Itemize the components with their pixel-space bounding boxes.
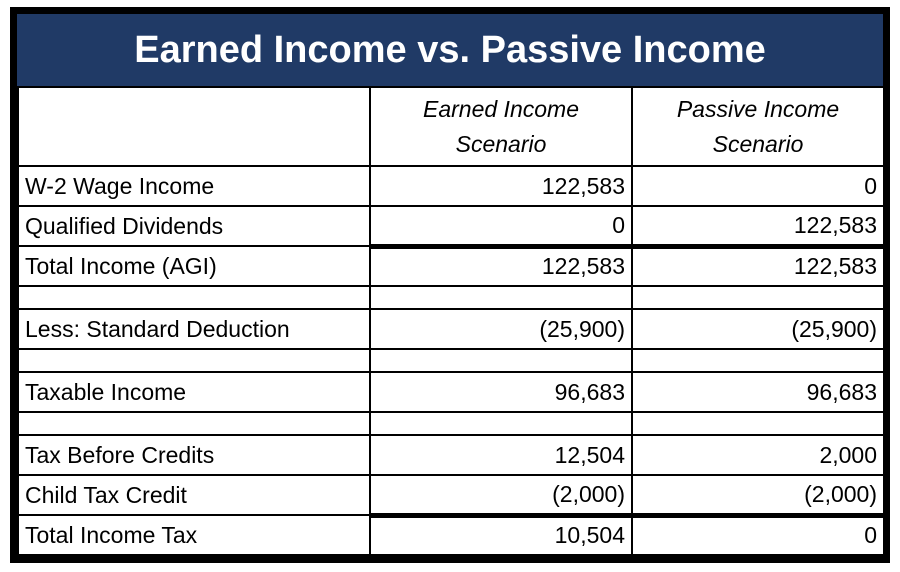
spacer-row (17, 348, 885, 373)
earned-value: 12,504 (369, 434, 633, 476)
passive-value (631, 348, 885, 373)
table-row-total-income-tax: Total Income Tax 10,504 0 (17, 514, 885, 556)
row-label (17, 285, 371, 310)
earned-value: 122,583 (369, 165, 633, 207)
comparison-table: Earned Income Scenario Passive Income Sc… (17, 86, 885, 556)
passive-value: 122,583 (631, 205, 885, 249)
earned-value: 122,583 (369, 245, 633, 287)
header-earned-scenario: Earned Income Scenario (369, 86, 633, 167)
spacer-row (17, 285, 885, 310)
row-label: Child Tax Credit (17, 474, 371, 516)
row-label: Total Income Tax (17, 514, 371, 556)
passive-value: (2,000) (631, 474, 885, 518)
table-row-taxable-income: Taxable Income 96,683 96,683 (17, 371, 885, 413)
row-label: Qualified Dividends (17, 205, 371, 247)
row-label: Less: Standard Deduction (17, 308, 371, 350)
table-row-standard-deduction: Less: Standard Deduction (25,900) (25,90… (17, 308, 885, 350)
earned-value: 96,683 (369, 371, 633, 413)
spacer-row (17, 411, 885, 436)
header-passive-line1: Passive Income (676, 95, 840, 122)
earned-value: 0 (369, 205, 633, 249)
header-passive-line2: Scenario (712, 130, 804, 157)
passive-value (631, 285, 885, 310)
row-label: Tax Before Credits (17, 434, 371, 476)
passive-value: 0 (631, 165, 885, 207)
table-row-tax-before-credits: Tax Before Credits 12,504 2,000 (17, 434, 885, 476)
passive-value: 2,000 (631, 434, 885, 476)
passive-value: 96,683 (631, 371, 885, 413)
column-header-row: Earned Income Scenario Passive Income Sc… (17, 86, 885, 167)
passive-value: 0 (631, 514, 885, 556)
table-row-qualified-dividends: Qualified Dividends 0 122,583 (17, 205, 885, 249)
title-bar: Earned Income vs. Passive Income (17, 14, 883, 86)
header-label-cell (17, 86, 371, 167)
row-label (17, 348, 371, 373)
header-earned-line1: Earned Income (423, 95, 579, 122)
earned-value: (2,000) (369, 474, 633, 518)
passive-value: (25,900) (631, 308, 885, 350)
row-label: W-2 Wage Income (17, 165, 371, 207)
row-label: Taxable Income (17, 371, 371, 413)
table-row-w2-wage-income: W-2 Wage Income 122,583 0 (17, 165, 885, 207)
row-label: Total Income (AGI) (17, 245, 371, 287)
earned-value: 10,504 (369, 514, 633, 556)
table-row-total-income-agi: Total Income (AGI) 122,583 122,583 (17, 245, 885, 287)
passive-value (631, 411, 885, 436)
table-frame: Earned Income vs. Passive Income Earned … (10, 7, 890, 563)
earned-value (369, 411, 633, 436)
earned-value (369, 285, 633, 310)
page-title: Earned Income vs. Passive Income (134, 28, 766, 71)
row-label (17, 411, 371, 436)
passive-value: 122,583 (631, 245, 885, 287)
earned-value: (25,900) (369, 308, 633, 350)
earned-value (369, 348, 633, 373)
header-earned-line2: Scenario (455, 130, 547, 157)
header-passive-scenario: Passive Income Scenario (631, 86, 885, 167)
table-row-child-tax-credit: Child Tax Credit (2,000) (2,000) (17, 474, 885, 518)
